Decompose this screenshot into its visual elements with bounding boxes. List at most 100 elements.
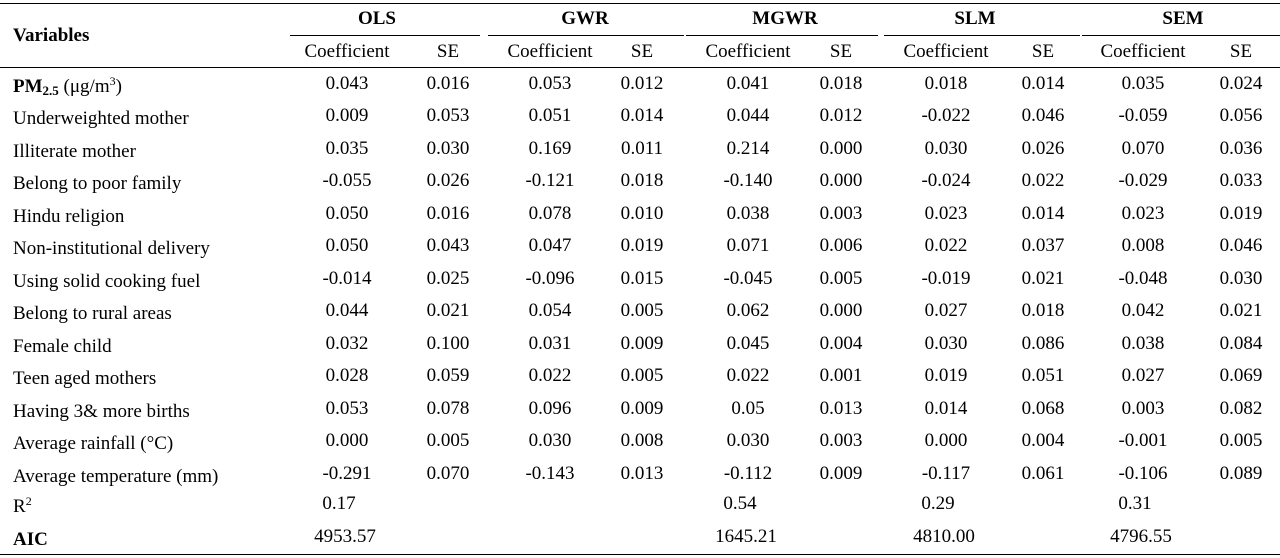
coefficient-cell: -0.019 <box>921 268 971 289</box>
se-cell: 0.046 <box>1219 235 1263 256</box>
model-underline-slm <box>884 35 1080 36</box>
coefficient-cell: -0.022 <box>921 105 971 126</box>
coefficient-cell: -0.045 <box>723 268 773 289</box>
se-cell: 0.009 <box>620 398 664 419</box>
se-cell: 0.021 <box>1021 268 1065 289</box>
coefficient-header: Coefficient <box>507 41 593 62</box>
row-label: Teen aged mothers <box>13 368 157 389</box>
coefficient-cell: 0.030 <box>726 430 770 451</box>
coefficient-cell: -0.291 <box>322 463 372 484</box>
se-header: SE <box>630 41 654 62</box>
coefficient-cell: -0.029 <box>1118 170 1168 191</box>
coefficient-cell: 0.018 <box>924 73 968 94</box>
coefficient-cell: 0.047 <box>528 235 572 256</box>
pm-label: PM <box>13 76 43 97</box>
coefficient-cell: 0.031 <box>528 333 572 354</box>
coefficient-cell: 0.022 <box>528 365 572 386</box>
coefficient-cell: 0.038 <box>726 203 770 224</box>
se-cell: 0.021 <box>1219 300 1263 321</box>
row-label: Having 3& more births <box>13 401 190 422</box>
pm-unit-sup: 3 <box>109 74 116 88</box>
row-label: Using solid cooking fuel <box>13 271 201 292</box>
coefficient-cell: 0.044 <box>726 105 770 126</box>
model-underline-mgwr <box>686 35 878 36</box>
se-cell: 0.061 <box>1021 463 1065 484</box>
se-cell: 0.089 <box>1219 463 1263 484</box>
coefficient-header: Coefficient <box>903 41 989 62</box>
coefficient-cell: -0.140 <box>723 170 773 191</box>
model-underline-gwr <box>488 35 684 36</box>
row-label: Non-institutional delivery <box>13 238 210 259</box>
se-cell: 0.037 <box>1021 235 1065 256</box>
se-cell: 0.005 <box>426 430 470 451</box>
model-underline-sem <box>1082 35 1280 36</box>
coefficient-cell: 0.051 <box>528 105 572 126</box>
coefficient-cell: 0.035 <box>1121 73 1165 94</box>
model-header-gwr: GWR <box>561 8 609 29</box>
r2-value: 0.17 <box>322 493 356 514</box>
coefficient-cell: 0.054 <box>528 300 572 321</box>
se-cell: 0.008 <box>620 430 664 451</box>
se-cell: 0.026 <box>426 170 470 191</box>
se-cell: 0.018 <box>620 170 664 191</box>
se-cell: 0.070 <box>426 463 470 484</box>
coefficient-cell: 0.038 <box>1121 333 1165 354</box>
se-cell: 0.003 <box>819 430 863 451</box>
model-underline-ols <box>290 35 480 36</box>
aic-value: 1645.21 <box>715 526 777 547</box>
coefficient-cell: 0.214 <box>726 138 770 159</box>
se-cell: 0.005 <box>620 365 664 386</box>
se-cell: 0.009 <box>819 463 863 484</box>
coefficient-cell: 0.078 <box>528 203 572 224</box>
coefficient-cell: 0.042 <box>1121 300 1165 321</box>
se-cell: 0.012 <box>819 105 863 126</box>
se-cell: 0.036 <box>1219 138 1263 159</box>
coefficient-cell: -0.055 <box>322 170 372 191</box>
row-label: Underweighted mother <box>13 108 189 129</box>
coefficient-cell: 0.071 <box>726 235 770 256</box>
coefficient-header: Coefficient <box>304 41 390 62</box>
se-cell: 0.059 <box>426 365 470 386</box>
se-cell: 0.019 <box>620 235 664 256</box>
se-cell: 0.001 <box>819 365 863 386</box>
header-rule <box>0 67 1280 68</box>
r2-value: 0.31 <box>1118 493 1152 514</box>
row-label-r2: R2 <box>13 494 32 518</box>
se-cell: 0.016 <box>426 73 470 94</box>
coefficient-cell: -0.106 <box>1118 463 1168 484</box>
r2-sup: 2 <box>25 494 32 508</box>
se-cell: 0.014 <box>1021 203 1065 224</box>
model-header-sem: SEM <box>1162 8 1204 29</box>
coefficient-cell: 0.096 <box>528 398 572 419</box>
se-cell: 0.004 <box>819 333 863 354</box>
coefficient-cell: 0.023 <box>1121 203 1165 224</box>
pm-subscript: 2.5 <box>42 83 59 98</box>
se-cell: 0.000 <box>819 170 863 191</box>
se-cell: 0.069 <box>1219 365 1263 386</box>
se-cell: 0.018 <box>1021 300 1065 321</box>
coefficient-cell: 0.014 <box>924 398 968 419</box>
aic-value: 4810.00 <box>913 526 975 547</box>
coefficient-cell: 0.030 <box>924 333 968 354</box>
coefficient-cell: 0.003 <box>1121 398 1165 419</box>
coefficient-header: Coefficient <box>1100 41 1186 62</box>
row-label-pm25: PM2.5 (μg/m3) <box>13 74 122 102</box>
se-cell: 0.004 <box>1021 430 1065 451</box>
coefficient-cell: 0.043 <box>325 73 369 94</box>
coefficient-cell: 0.035 <box>325 138 369 159</box>
coefficient-cell: 0.008 <box>1121 235 1165 256</box>
bottom-rule <box>0 554 1280 555</box>
se-cell: 0.030 <box>1219 268 1263 289</box>
coefficient-cell: 0.027 <box>1121 365 1165 386</box>
se-cell: 0.012 <box>620 73 664 94</box>
se-cell: 0.013 <box>819 398 863 419</box>
se-cell: 0.030 <box>426 138 470 159</box>
se-cell: 0.005 <box>819 268 863 289</box>
row-label-aic: AIC <box>13 529 48 550</box>
coefficient-cell: 0.000 <box>325 430 369 451</box>
se-cell: 0.016 <box>426 203 470 224</box>
se-cell: 0.033 <box>1219 170 1263 191</box>
se-cell: 0.024 <box>1219 73 1263 94</box>
coefficient-cell: 0.000 <box>924 430 968 451</box>
